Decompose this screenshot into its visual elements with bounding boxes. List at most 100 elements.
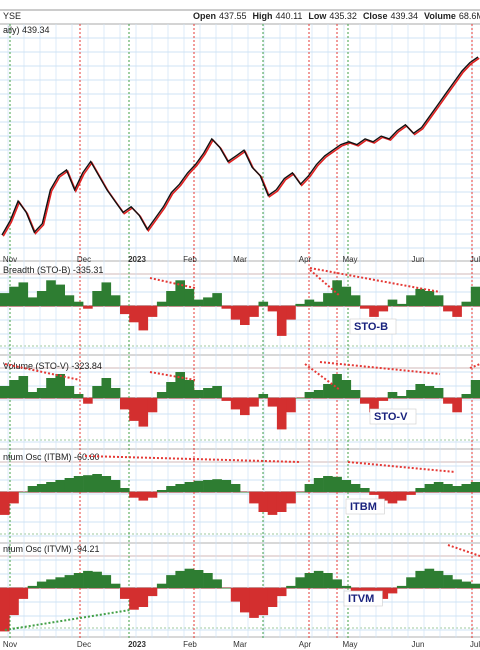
histogram-bar	[147, 398, 158, 413]
x-tick-label: Dec	[77, 255, 91, 264]
histogram-bar	[258, 394, 269, 398]
histogram-bar	[461, 581, 472, 588]
x-tick-label-bottom: Nov	[3, 640, 17, 649]
histogram-bar	[73, 573, 84, 588]
histogram-bar	[406, 492, 416, 495]
histogram-bar	[396, 585, 407, 588]
histogram-bar	[138, 398, 149, 427]
x-tick-label: Nov	[3, 255, 17, 264]
histogram-bar	[203, 297, 213, 306]
trend-line	[469, 363, 480, 369]
trend-line	[4, 609, 131, 631]
trend-line	[4, 363, 81, 381]
histogram-bar	[369, 492, 379, 495]
histogram-bar	[433, 295, 444, 306]
histogram-bar	[387, 492, 398, 504]
histogram-bar	[350, 390, 361, 398]
histogram-bar	[341, 286, 352, 306]
indicator-label: ITBM	[350, 501, 377, 513]
histogram-bar	[387, 392, 398, 398]
ohlc-label: Volume	[424, 11, 456, 21]
histogram-bar	[452, 579, 462, 588]
histogram-bar	[378, 398, 389, 401]
histogram-bar	[443, 398, 453, 404]
histogram-bar	[323, 384, 333, 398]
histogram-bar	[240, 398, 250, 416]
x-axis: Nov Nov Dec Dec 2023 2023 Feb Feb Mar Mar Apr Apr Ma…	[3, 255, 480, 649]
itbm-panel: ntum Osc (ITBM) -60.60 ITBM	[0, 452, 480, 515]
x-tick-label: May	[342, 255, 357, 264]
histogram-bar	[276, 588, 287, 597]
histogram-bar	[332, 476, 342, 492]
x-tick-label: Jun	[412, 255, 425, 264]
trend-line	[309, 267, 441, 293]
histogram-bar	[230, 398, 241, 410]
histogram-bar	[360, 306, 370, 309]
histogram-bar	[212, 386, 222, 398]
histogram-bar	[378, 492, 389, 501]
indicator-label: STO-V	[374, 411, 408, 423]
histogram-bar	[156, 301, 167, 306]
histogram-bar	[193, 390, 204, 398]
histogram-bar	[470, 482, 480, 492]
histogram-bar	[249, 398, 259, 407]
histogram-bar	[92, 474, 102, 492]
x-tick-label-bottom: Dec	[77, 640, 91, 649]
histogram-bar	[221, 480, 232, 492]
histogram-bar	[323, 476, 333, 492]
histogram-bar	[396, 396, 407, 398]
histogram-bar	[184, 568, 195, 588]
histogram-bar	[295, 398, 305, 399]
histogram-bar	[461, 394, 472, 398]
x-tick-label: Feb	[183, 255, 197, 264]
histogram-bar	[64, 478, 75, 492]
histogram-bar	[129, 492, 139, 498]
histogram-bar	[406, 577, 416, 588]
histogram-bar	[295, 303, 305, 306]
histogram-bar	[240, 588, 250, 613]
histogram-bar	[55, 577, 65, 588]
histogram-bar	[110, 583, 121, 588]
histogram-bar	[443, 575, 453, 588]
histogram-bar	[470, 380, 480, 398]
histogram-bar	[304, 392, 315, 398]
price-legend: aily) 439.34	[3, 25, 50, 35]
histogram-bar	[212, 293, 222, 306]
histogram-bar	[193, 570, 204, 588]
histogram-bar	[350, 295, 361, 306]
histogram-bar	[36, 581, 47, 588]
histogram-bar	[304, 573, 315, 588]
histogram-bar	[120, 306, 130, 315]
trend-line	[447, 544, 480, 557]
histogram-bar	[64, 386, 75, 398]
volume-legend: Volume (STO-V) -323.84	[3, 361, 102, 371]
ohlc-value: 439.34	[390, 11, 418, 21]
histogram-bar	[55, 480, 65, 492]
histogram-bar	[230, 306, 241, 320]
indicator-label-box	[345, 498, 385, 515]
histogram-bar	[101, 282, 112, 306]
histogram-bar	[18, 492, 29, 493]
ohlc-text: Open 437.55 High 440.11 Low 435.32 Close 439.34…	[193, 11, 480, 21]
trend-line	[149, 277, 196, 289]
histogram-bar	[73, 394, 84, 398]
ohlc-value: 68.6M	[459, 11, 480, 21]
histogram-bar	[0, 492, 10, 515]
breadth-panel: Breadth (STO-B) -335.31 STO-B	[0, 265, 480, 336]
histogram-bar	[18, 588, 29, 599]
histogram-bar	[240, 492, 250, 493]
histogram-bar	[184, 288, 195, 306]
histogram-bar	[341, 380, 352, 398]
histogram-bar	[18, 282, 29, 306]
histogram-bar	[332, 374, 342, 398]
trend-line	[319, 361, 441, 375]
histogram-bar	[415, 384, 425, 398]
ohlc-value: 440.11	[276, 11, 303, 21]
exchange-suffix: YSE	[3, 11, 21, 21]
histogram-bar	[313, 301, 324, 306]
histogram-bar	[221, 588, 232, 589]
histogram-bar	[249, 306, 259, 317]
histogram-bar	[46, 280, 56, 306]
histogram-bar	[110, 388, 121, 398]
